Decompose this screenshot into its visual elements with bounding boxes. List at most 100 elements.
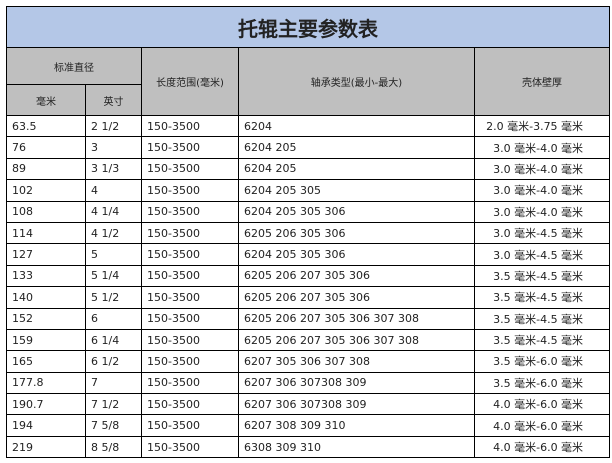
cell-mm: 194	[6, 414, 86, 437]
cell-bearing: 6205 206 207 305 306 307 308	[238, 328, 475, 352]
cell-mm: 152	[6, 307, 86, 330]
cell-thickness: 4.0 毫米-6.0 毫米	[473, 393, 611, 416]
table-row: 159 6 1/4 150-3500 6205 206 207 305 306 307…	[6, 328, 611, 352]
header-diameter: 标准直径	[6, 47, 142, 85]
table-row: 140 5 1/2 150-3500 6205 206 207 305 306 3.5 …	[6, 286, 611, 309]
header-bearing: 轴承类型(最小-最大)	[238, 47, 475, 116]
table-row: 190.7 7 1/2 150-3500 6207 306 307308 309 4.0…	[6, 393, 611, 416]
cell-inch: 5	[85, 243, 142, 266]
table-row: 165 6 1/2 150-3500 6207 305 306 307 308 3.5 …	[6, 350, 611, 373]
cell-length: 150-3500	[141, 350, 239, 373]
table-row: 89 3 1/3 150-3500 6204 205 3.0 毫米-4.0 毫米	[6, 157, 611, 181]
cell-thickness: 3.0 毫米-4.0 毫米	[473, 136, 611, 159]
table-row: 133 5 1/4 150-3500 6205 206 207 305 306 3.5 …	[6, 264, 611, 288]
cell-inch: 2 1/2	[85, 114, 142, 138]
cell-inch: 8 5/8	[85, 435, 142, 459]
table-row: 114 4 1/2 150-3500 6205 206 305 306 3.0 毫米-4…	[6, 221, 611, 245]
cell-bearing: 6205 206 305 306	[238, 221, 475, 245]
cell-mm: 63.5	[6, 114, 86, 138]
cell-length: 150-3500	[141, 328, 239, 352]
cell-mm: 89	[6, 157, 86, 181]
cell-length: 150-3500	[141, 200, 239, 223]
header-length: 长度范围(毫米)	[141, 47, 239, 116]
cell-length: 150-3500	[141, 243, 239, 266]
cell-length: 150-3500	[141, 371, 239, 395]
table-row: 152 6 150-3500 6205 206 207 305 306 307 308…	[6, 307, 611, 330]
roller-parameter-table: 托辊主要参数表 标准直径 长度范围(毫米) 轴承类型(最小-最大) 壳体壁厚 毫…	[5, 6, 611, 459]
cell-length: 150-3500	[141, 221, 239, 245]
cell-inch: 6 1/4	[85, 328, 142, 352]
cell-bearing: 6204 205	[238, 136, 475, 159]
cell-inch: 7 5/8	[85, 414, 142, 437]
cell-mm: 177.8	[6, 371, 86, 395]
cell-thickness: 3.0 毫米-4.0 毫米	[473, 157, 611, 181]
cell-mm: 190.7	[6, 393, 86, 416]
cell-mm: 114	[6, 221, 86, 245]
cell-inch: 7	[85, 371, 142, 395]
cell-bearing: 6207 308 309 310	[238, 414, 475, 437]
cell-thickness: 3.5 毫米-6.0 毫米	[473, 350, 611, 373]
cell-inch: 5 1/4	[85, 264, 142, 288]
cell-thickness: 3.5 毫米-4.5 毫米	[473, 328, 611, 352]
cell-thickness: 3.5 毫米-6.0 毫米	[473, 371, 611, 395]
cell-mm: 108	[6, 200, 86, 223]
cell-bearing: 6308 309 310	[238, 435, 475, 459]
table-row: 76 3 150-3500 6204 205 3.0 毫米-4.0 毫米	[6, 136, 611, 159]
cell-length: 150-3500	[141, 286, 239, 309]
table-row: 102 4 150-3500 6204 205 305 3.0 毫米-4.0 毫米	[6, 179, 611, 202]
cell-mm: 133	[6, 264, 86, 288]
cell-mm: 127	[6, 243, 86, 266]
cell-inch: 6	[85, 307, 142, 330]
cell-bearing: 6204 205	[238, 157, 475, 181]
cell-mm: 165	[6, 350, 86, 373]
cell-thickness: 3.5 毫米-4.5 毫米	[473, 264, 611, 288]
cell-inch: 3 1/3	[85, 157, 142, 181]
cell-thickness: 3.0 毫米-4.5 毫米	[473, 243, 611, 266]
table-row: 177.8 7 150-3500 6207 306 307308 309 3.5 毫米-…	[6, 371, 611, 395]
cell-inch: 4 1/4	[85, 200, 142, 223]
cell-mm: 140	[6, 286, 86, 309]
cell-bearing: 6207 306 307308 309	[238, 393, 475, 416]
cell-bearing: 6204 205 305 306	[238, 200, 475, 223]
cell-length: 150-3500	[141, 435, 239, 459]
cell-mm: 219	[6, 435, 86, 459]
cell-thickness: 4.0 毫米-6.0 毫米	[473, 414, 611, 437]
cell-inch: 6 1/2	[85, 350, 142, 373]
cell-thickness: 4.0 毫米-6.0 毫米	[473, 435, 611, 459]
table-row: 108 4 1/4 150-3500 6204 205 305 306 3.0 毫米-4…	[6, 200, 611, 223]
cell-bearing: 6204	[238, 114, 475, 138]
cell-bearing: 6205 206 207 305 306	[238, 264, 475, 288]
cell-bearing: 6207 306 307308 309	[238, 371, 475, 395]
cell-inch: 4 1/2	[85, 221, 142, 245]
cell-mm: 159	[6, 328, 86, 352]
cell-mm: 76	[6, 136, 86, 159]
table-title: 托辊主要参数表	[5, 6, 611, 48]
cell-bearing: 6204 205 305 306	[238, 243, 475, 266]
cell-length: 150-3500	[141, 307, 239, 330]
table-row: 63.5 2 1/2 150-3500 6204 2.0 毫米-3.75 毫米	[6, 114, 611, 138]
cell-inch: 5 1/2	[85, 286, 142, 309]
table-row: 127 5 150-3500 6204 205 305 306 3.0 毫米-4.5 毫…	[6, 243, 611, 266]
cell-bearing: 6204 205 305	[238, 179, 475, 202]
cell-length: 150-3500	[141, 179, 239, 202]
table-row: 219 8 5/8 150-3500 6308 309 310 4.0 毫米-6.0 毫…	[6, 435, 611, 459]
cell-inch: 7 1/2	[85, 393, 142, 416]
header-mm: 毫米	[6, 84, 86, 116]
cell-length: 150-3500	[141, 136, 239, 159]
cell-length: 150-3500	[141, 264, 239, 288]
cell-bearing: 6207 305 306 307 308	[238, 350, 475, 373]
cell-thickness: 3.0 毫米-4.5 毫米	[473, 221, 611, 245]
cell-thickness: 2.0 毫米-3.75 毫米	[473, 114, 611, 138]
header-inch: 英寸	[85, 84, 142, 116]
cell-mm: 102	[6, 179, 86, 202]
cell-length: 150-3500	[141, 414, 239, 437]
cell-thickness: 3.5 毫米-4.5 毫米	[473, 286, 611, 309]
cell-inch: 4	[85, 179, 142, 202]
cell-inch: 3	[85, 136, 142, 159]
cell-length: 150-3500	[141, 114, 239, 138]
table-row: 194 7 5/8 150-3500 6207 308 309 310 4.0 毫米-6…	[6, 414, 611, 437]
cell-bearing: 6205 206 207 305 306	[238, 286, 475, 309]
cell-thickness: 3.0 毫米-4.0 毫米	[473, 179, 611, 202]
cell-bearing: 6205 206 207 305 306 307 308	[238, 307, 475, 330]
cell-length: 150-3500	[141, 157, 239, 181]
